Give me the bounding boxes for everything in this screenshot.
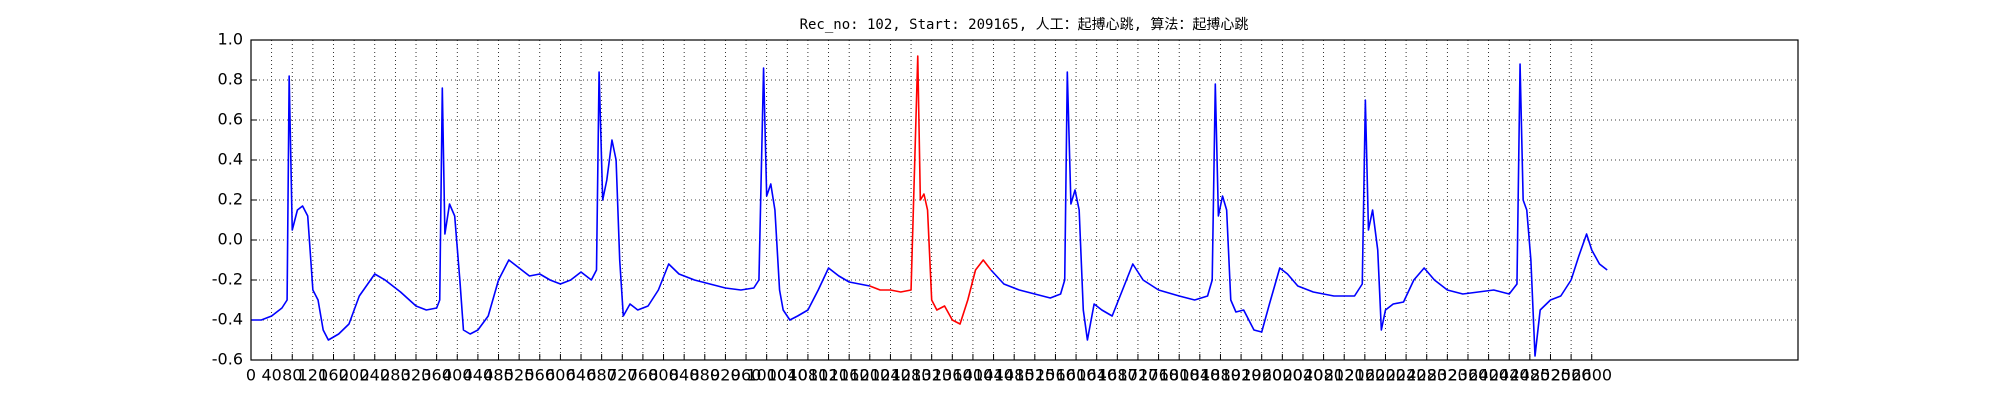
x-tick-label: 1120: [808, 366, 849, 385]
x-tick-label: 1320: [911, 366, 952, 385]
ecg-line: [251, 67, 870, 341]
chart-title: Rec_no: 102, Start: 209165, 人工：起搏心跳, 算法：…: [800, 16, 1249, 33]
x-tick-label: 600: [545, 366, 576, 385]
x-tick-label: 760: [628, 366, 659, 385]
x-tick-label: 1360: [932, 366, 973, 385]
x-tick-label: 80: [282, 366, 302, 385]
plot-frame: [250, 39, 1799, 361]
x-tick-label: 1960: [1241, 366, 1282, 385]
x-tick-label: 560: [524, 366, 555, 385]
x-tick-label: 1280: [891, 366, 932, 385]
x-tick-label: 120: [298, 366, 329, 385]
x-tick-label: 1920: [1221, 366, 1262, 385]
x-tick-label: 2440: [1489, 366, 1530, 385]
x-tick-label: 2080: [1303, 366, 1344, 385]
y-tick-label: -0.6: [212, 350, 243, 369]
x-tick-label: 1040: [767, 366, 808, 385]
ecg-line: [869, 55, 992, 325]
y-tick-label: 0.0: [218, 230, 243, 249]
x-tick-label: 2240: [1386, 366, 1427, 385]
x-tick-label: 2560: [1551, 366, 1592, 385]
x-tick-label: 800: [648, 366, 679, 385]
x-tick-label: 840: [669, 366, 700, 385]
x-tick-label: 2120: [1324, 366, 1365, 385]
x-tick-label: 880: [690, 366, 721, 385]
x-tick-label: 1640: [1076, 366, 1117, 385]
x-tick-label: 2000: [1262, 366, 1303, 385]
x-tick-label: 200: [339, 366, 370, 385]
x-tick-label: 2360: [1448, 366, 1489, 385]
x-tick-label: 1560: [1035, 366, 1076, 385]
x-tick-label: 640: [566, 366, 597, 385]
y-tick-label: -0.2: [212, 270, 243, 289]
x-tick-label: 2040: [1283, 366, 1324, 385]
x-tick-label: 2520: [1530, 366, 1571, 385]
x-tick-label: 2600: [1571, 366, 1612, 385]
x-tick-label: 40: [261, 366, 281, 385]
x-tick-label: 1400: [953, 366, 994, 385]
y-tick-label: 0.8: [218, 70, 243, 89]
y-tick-label: 1.0: [218, 30, 243, 49]
x-tick-label: 1760: [1138, 366, 1179, 385]
x-tick-label: 2320: [1427, 366, 1468, 385]
x-tick-label: 1000: [746, 366, 787, 385]
x-tick-label: 1240: [870, 366, 911, 385]
x-tick-label: 1160: [829, 366, 870, 385]
x-tick-label: 0: [246, 366, 256, 385]
x-tick-label: 1720: [1118, 366, 1159, 385]
x-tick-label: 1680: [1097, 366, 1138, 385]
y-tick-label: 0.6: [218, 110, 243, 129]
x-tick-label: 2160: [1344, 366, 1385, 385]
x-tick-label: 1880: [1200, 366, 1241, 385]
y-tick-label: -0.4: [212, 310, 243, 329]
x-tick-label: 2400: [1468, 366, 1509, 385]
x-tick-label: 1600: [1056, 366, 1097, 385]
x-tick-label: 720: [607, 366, 638, 385]
x-tick-label: 1440: [973, 366, 1014, 385]
y-tick-label: 0.4: [218, 150, 243, 169]
x-tick-label: 280: [380, 366, 411, 385]
x-tick-label: 1840: [1179, 366, 1220, 385]
x-tick-label: 1800: [1159, 366, 1200, 385]
x-tick-label: 440: [463, 366, 494, 385]
x-tick-label: 160: [318, 366, 349, 385]
x-tick-label: 1520: [1014, 366, 1055, 385]
x-tick-label: 920: [710, 366, 741, 385]
x-tick-label: 240: [359, 366, 390, 385]
x-tick-label: 1200: [849, 366, 890, 385]
ecg-line: [990, 63, 1608, 357]
x-tick-label: 2280: [1406, 366, 1447, 385]
x-tick-label: 960: [731, 366, 762, 385]
y-tick-label: 0.2: [218, 190, 243, 209]
x-tick-label: 480: [483, 366, 514, 385]
x-tick-label: 520: [504, 366, 535, 385]
x-tick-label: 2480: [1509, 366, 1550, 385]
x-tick-label: 320: [401, 366, 432, 385]
x-tick-label: 360: [421, 366, 452, 385]
x-tick-label: 400: [442, 366, 473, 385]
x-tick-label: 1080: [788, 366, 829, 385]
x-tick-label: 680: [586, 366, 617, 385]
x-tick-label: 2200: [1365, 366, 1406, 385]
x-tick-label: 1480: [994, 366, 1035, 385]
